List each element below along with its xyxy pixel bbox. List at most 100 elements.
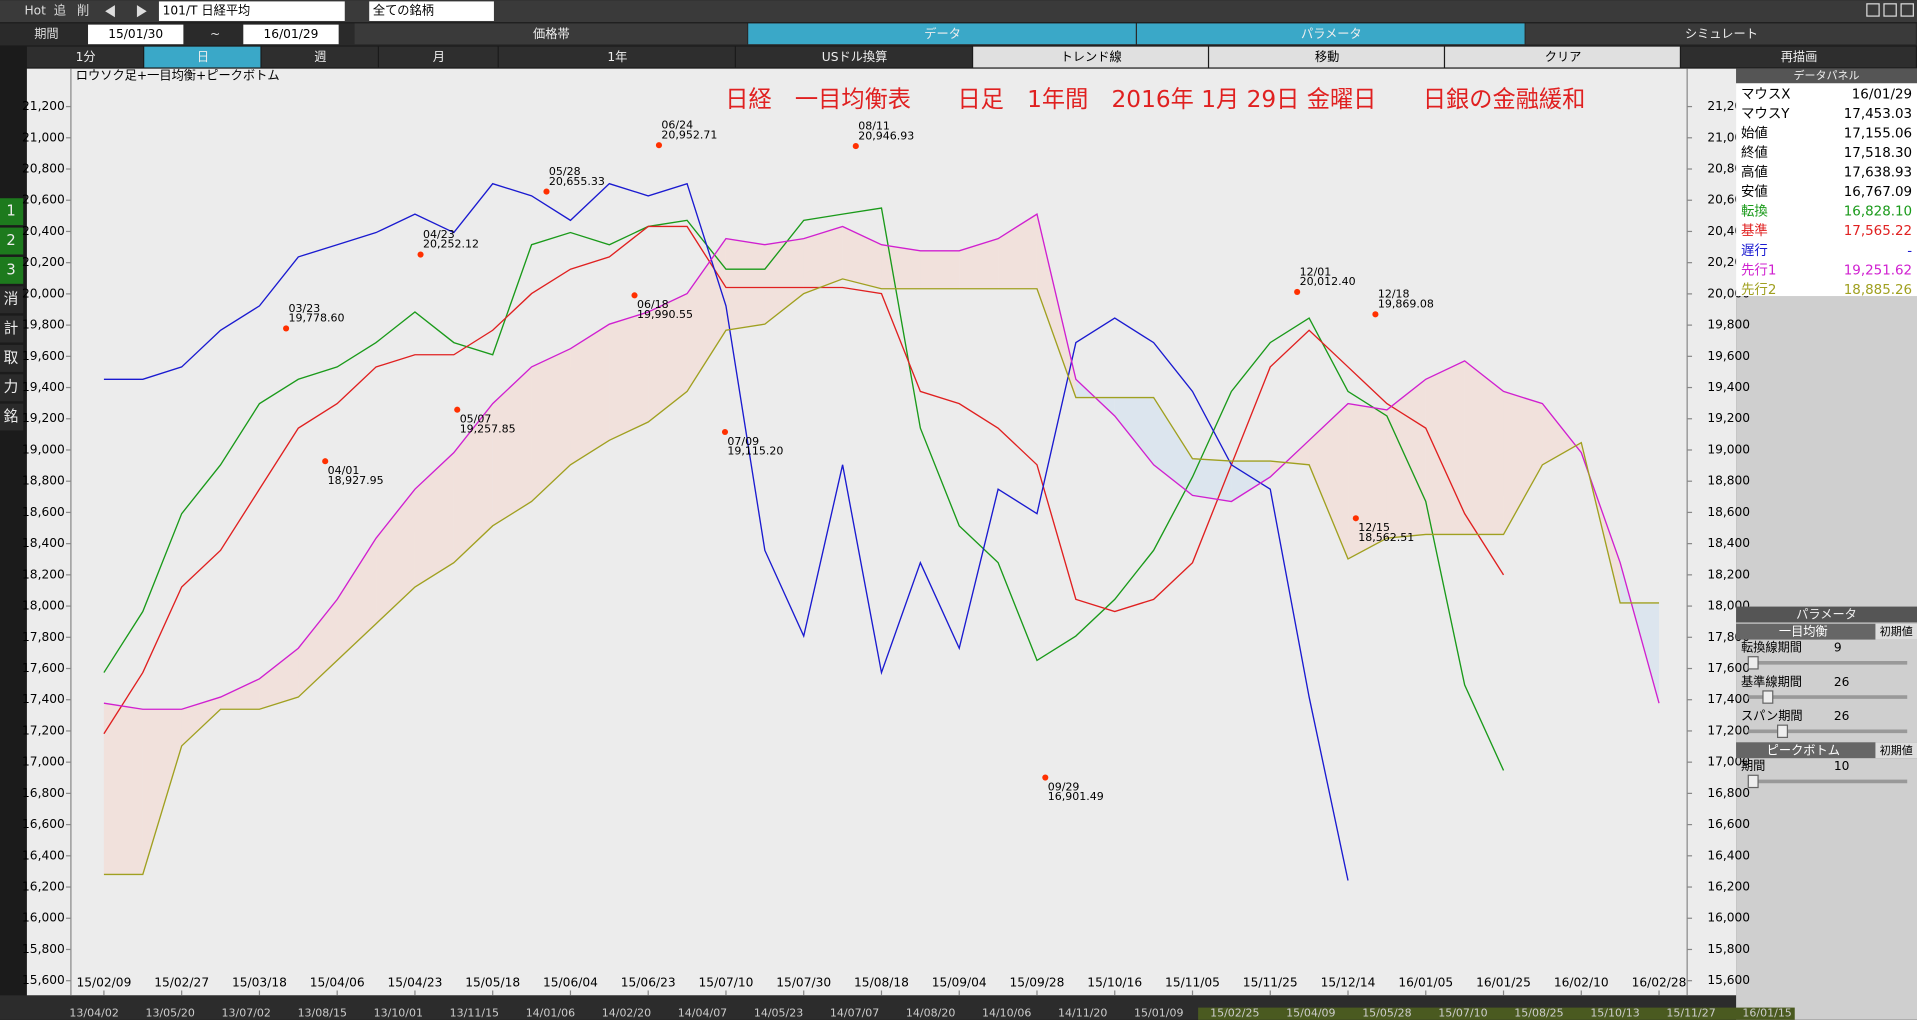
y-tick-label-right: 16,400 (1707, 848, 1750, 862)
peak-date: 12/18 (1378, 288, 1410, 301)
y-tick-label-right: 19,800 (1707, 318, 1750, 332)
peak-marker (721, 428, 729, 436)
from-date: 15/01/30 (108, 27, 163, 41)
y-tick-label-right: 18,600 (1707, 505, 1750, 519)
scroll-thumb[interactable] (1198, 1007, 1795, 1020)
side-tool-label: 計 (4, 320, 19, 337)
mode-button[interactable] (144, 46, 261, 68)
mode-button[interactable] (1445, 46, 1680, 68)
tab-label: パラメータ (1301, 27, 1362, 41)
scroll-date: 14/04/07 (678, 1007, 727, 1020)
scroll-date: 14/02/20 (602, 1007, 651, 1020)
param-thumb[interactable] (1747, 656, 1759, 670)
side-tool[interactable] (0, 403, 24, 431)
x-tick-label: 15/04/23 (387, 976, 442, 990)
param-thumb[interactable] (1777, 724, 1789, 739)
from-box[interactable] (88, 24, 184, 45)
cloud (1503, 391, 1543, 535)
code-box[interactable] (158, 1, 345, 21)
nav-arrows[interactable] (105, 5, 147, 18)
x-tick-label: 15/11/05 (1165, 976, 1220, 990)
y-tick-label-right: 19,200 (1707, 411, 1750, 425)
y-tick-label: 19,800 (22, 318, 65, 332)
x-tick-label: 16/02/10 (1554, 976, 1609, 990)
scroll-date: 15/10/13 (1590, 1007, 1639, 1020)
mode-button[interactable] (1209, 46, 1444, 68)
param-thumb[interactable] (1762, 690, 1774, 704)
y-tick-label: 20,400 (22, 224, 65, 238)
y-tick-label: 19,400 (22, 380, 65, 394)
mode-button[interactable] (973, 46, 1208, 68)
panel-body (1736, 83, 1917, 297)
group-box[interactable] (369, 1, 494, 21)
mode-button[interactable] (261, 46, 378, 68)
reset-button[interactable] (1875, 742, 1917, 759)
param-thumb[interactable] (1747, 774, 1759, 789)
legend-label: 基準 (1741, 222, 1768, 239)
panel-label: 安値 (1741, 184, 1768, 200)
tab[interactable] (1136, 23, 1525, 45)
cloud (142, 709, 182, 875)
mode-button[interactable] (1681, 46, 1916, 68)
cloud (803, 226, 843, 294)
reset-button[interactable] (1875, 623, 1917, 640)
peak-value: 20,012.40 (1300, 275, 1356, 288)
cloud (298, 599, 338, 698)
param-group (1736, 742, 1917, 759)
mode-button[interactable] (26, 46, 144, 68)
param-group-label: 一目均衡 (1779, 625, 1828, 639)
window-buttons[interactable] (1866, 3, 1914, 17)
panel-value: 17,155.06 (1844, 126, 1912, 141)
peak-date: 05/07 (460, 413, 492, 426)
side-tool-label: 力 (4, 379, 19, 396)
scroll-date: 14/11/20 (1058, 1007, 1107, 1020)
side-tool[interactable] (0, 315, 24, 343)
peak-value: 20,952.71 (661, 128, 717, 141)
tab-label: 価格帯 (533, 26, 570, 41)
chart-subtitle: ロウソク足+一目均衡+ピークボトム (76, 68, 280, 82)
y-tick-label-right: 15,600 (1707, 973, 1750, 987)
side-tool[interactable] (0, 256, 24, 284)
delete-button[interactable]: 削 (77, 4, 89, 18)
side-tool[interactable] (0, 344, 24, 372)
tab[interactable] (1525, 23, 1916, 45)
mode-button[interactable] (498, 46, 735, 68)
peak-date: 06/18 (637, 298, 669, 311)
param-label: 基準線期間 (1741, 674, 1802, 689)
side-tool[interactable] (0, 198, 24, 226)
cloud (1114, 397, 1154, 465)
add-button[interactable]: 追 (54, 3, 66, 18)
cloud (414, 452, 454, 588)
legend-label: 先行1 (1741, 262, 1776, 278)
legend-value: 19,251.62 (1844, 263, 1912, 278)
panel-label: 始値 (1741, 125, 1768, 141)
scroll-date: 14/01/06 (526, 1007, 575, 1020)
side-tool[interactable] (0, 374, 24, 402)
y-tick-label: 18,400 (22, 536, 65, 550)
scroll-date: 16/01/15 (1742, 1007, 1791, 1020)
peak-value: 19,115.20 (727, 445, 783, 458)
mode-button[interactable] (735, 46, 972, 68)
peak-date: 04/01 (328, 464, 360, 477)
mode-label: 1年 (607, 50, 627, 64)
panel-label: 終値 (1741, 145, 1768, 161)
scroll-date: 14/07/07 (830, 1007, 879, 1020)
y-tick-label: 19,600 (22, 349, 65, 363)
side-tool[interactable] (0, 227, 24, 255)
scroll-date: 13/10/01 (374, 1007, 423, 1020)
y-tick-label-right: 19,600 (1707, 349, 1750, 363)
to-box[interactable] (243, 24, 339, 45)
x-tick-label: 15/12/14 (1321, 976, 1376, 990)
side-tool-label: 2 (6, 232, 15, 249)
tab[interactable] (748, 23, 1136, 45)
param-value: 26 (1834, 709, 1850, 723)
param-group-label: ピークボトム (1767, 743, 1840, 757)
hot-button[interactable]: Hot (24, 4, 46, 18)
tab[interactable] (354, 23, 747, 45)
mode-label: 1分 (76, 50, 96, 64)
y-tick-label: 18,800 (22, 474, 65, 488)
mode-button[interactable] (378, 46, 498, 68)
cloud (648, 293, 688, 423)
side-tool[interactable] (0, 286, 24, 314)
peak-value: 19,257.85 (460, 422, 516, 435)
